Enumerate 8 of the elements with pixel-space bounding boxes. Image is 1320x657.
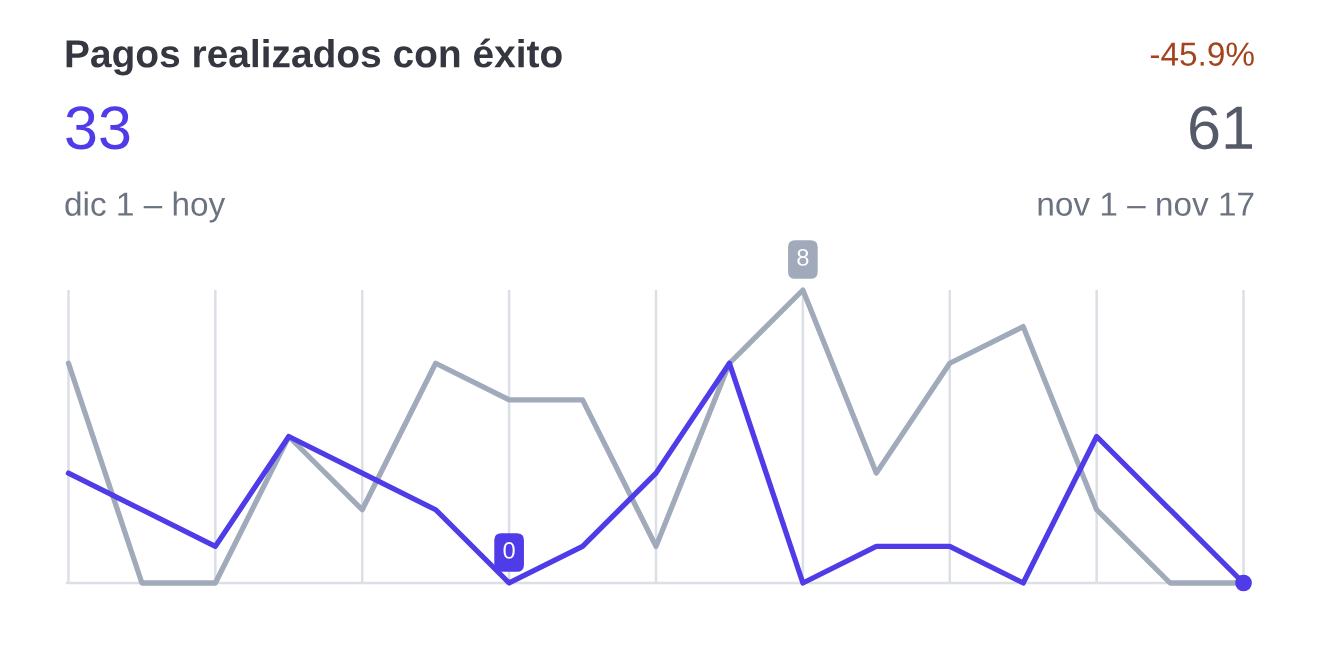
- text: nov 1 – nov 17: [1038, 192, 1254, 216]
- chart-title: Pagos realizados con éxito: [66, 38, 562, 76]
- text: 33: [66, 106, 130, 150]
- data-label: 0: [503, 542, 515, 559]
- text: 61: [1190, 106, 1253, 150]
- text: dic 1 – hoy: [65, 191, 226, 223]
- text: -45.9%: [1150, 42, 1254, 66]
- data-label: 8: [797, 249, 809, 266]
